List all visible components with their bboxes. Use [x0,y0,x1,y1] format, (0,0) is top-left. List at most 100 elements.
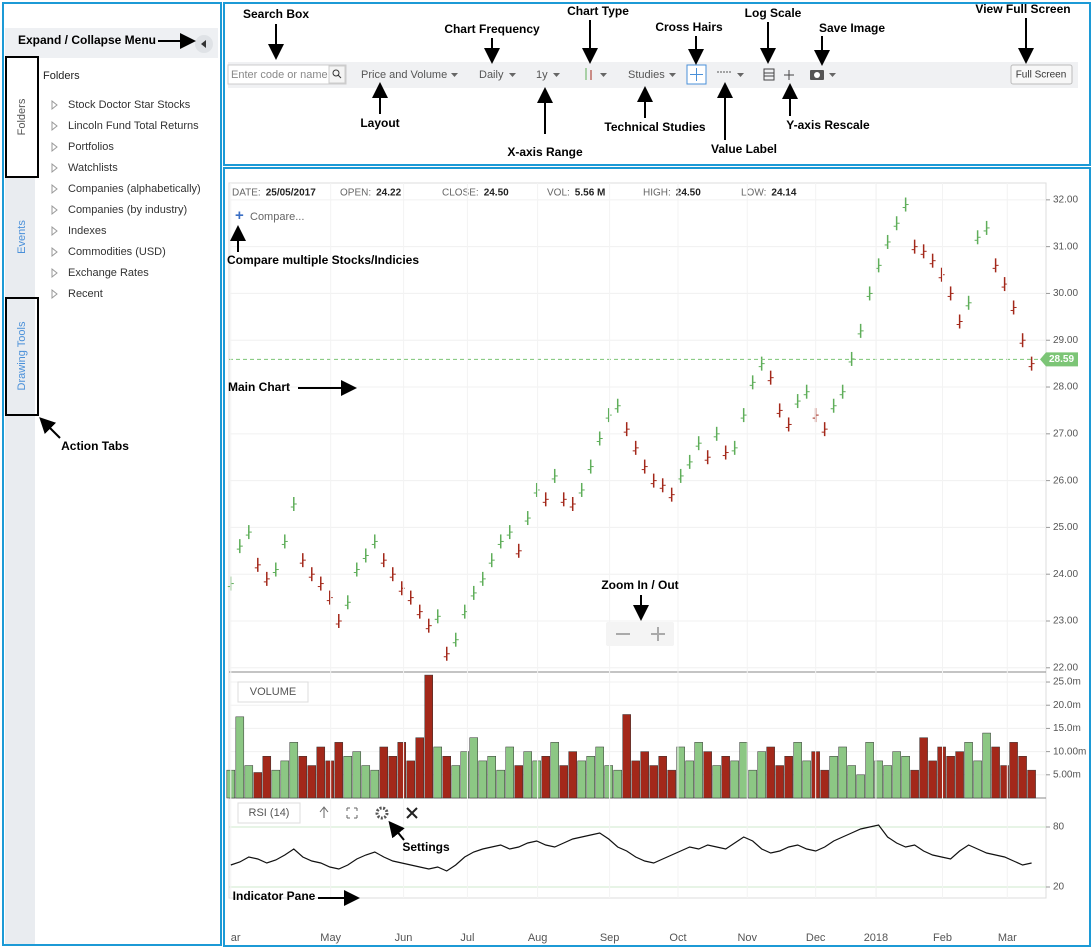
volume-bar [523,751,532,799]
volume-bar [271,769,281,799]
volume-bar [532,760,541,799]
folder-item[interactable]: Portfolios [68,141,114,153]
volume-bar [469,737,478,799]
volume-bar [667,769,676,799]
volume-bar [676,746,685,799]
chart-type-menu[interactable] [585,68,607,80]
x-tick-label: Dec [806,932,826,944]
folder-item[interactable]: Companies (alphabetically) [68,183,201,195]
folder-item[interactable]: Commodities (USD) [68,246,166,258]
volume-bar [685,760,694,799]
annotation: Chart Frequency [444,22,540,36]
y-tick-label: 31.00 [1053,241,1078,252]
search-box[interactable] [227,64,347,85]
volume-bar [1018,756,1027,799]
annotations: Search Box Layout Chart Frequency X-axis… [18,2,1071,906]
y-tick-label: 27.00 [1053,428,1078,439]
header-value: 24.50 [484,188,509,199]
volume-bar [613,769,622,799]
folder-item[interactable]: Stock Doctor Star Stocks [68,99,191,111]
search-placeholder: Enter code or name [231,69,328,81]
folder-item[interactable]: Exchange Rates [68,267,149,279]
volume-bar [559,765,568,799]
volume-bar [622,714,631,799]
volume-bar [406,760,416,799]
volume-bar [496,769,505,799]
annotation: Zoom In / Out [601,578,678,592]
x-tick-label: Oct [669,932,686,944]
folder-item[interactable]: Recent [68,288,103,300]
y-tick-label: 20 [1053,882,1065,893]
volume-bar [253,772,263,799]
volume-bar [604,765,613,799]
studies-menu[interactable]: Studies [628,69,665,81]
rescale-button[interactable] [784,70,794,80]
volume-bar [244,765,254,799]
tab-label[interactable]: Events [16,220,28,254]
volume-bar [829,756,838,799]
folder-item[interactable]: Lincoln Fund Total Returns [68,120,199,132]
volume-bar [694,742,703,799]
layout-menu[interactable]: Price and Volume [361,69,447,81]
annotation: X-axis Range [507,145,583,159]
volume-bar [946,756,955,799]
volume-bar [334,742,344,799]
y-tick-label: 23.00 [1053,616,1078,627]
volume-bar [514,765,523,799]
x-tick-label: ar [231,932,241,944]
annotation: Value Label [711,142,777,156]
volume-bar [577,760,586,799]
volume-label-box [237,681,309,703]
x-tick-label: Sep [600,932,620,944]
frequency-menu[interactable]: Daily [479,69,504,81]
volume-bar [595,746,604,799]
y-tick-label: 15.0m [1053,723,1081,734]
tab[interactable] [7,58,37,178]
compare-link[interactable]: Compare... [250,211,304,223]
volume-bar [838,746,847,799]
value-label-menu[interactable] [717,71,744,77]
y-tick-label: 26.00 [1053,475,1078,486]
volume-bar [235,716,245,799]
range-menu[interactable]: 1y [536,69,548,81]
save-image-menu[interactable] [810,70,836,80]
folder-expander [51,204,58,216]
folder-item[interactable]: Companies (by industry) [68,204,187,216]
header-value: 25/05/2017 [266,188,316,199]
folder-item[interactable]: Watchlists [68,162,118,174]
volume-bar [415,737,425,799]
volume-bar [874,760,883,799]
x-tick-label: Mar [998,932,1017,944]
annotation: Save Image [819,21,885,35]
volume-bar [280,760,290,799]
header-value: 24.14 [771,188,796,199]
header-value: 24.50 [676,188,701,199]
header-value: 24.22 [376,188,401,199]
volume-bar [757,751,766,799]
compare-icon[interactable]: + [235,207,244,224]
tab-label[interactable]: Folders [16,98,28,135]
annotation: Settings [402,840,450,854]
header-label: VOL: [547,188,570,199]
volume-bar [640,751,649,799]
log-scale-button[interactable] [763,68,775,81]
volume-bar [316,746,326,799]
volume-bar [964,742,973,799]
y-tick-label: 22.00 [1053,662,1078,673]
volume-bar [766,746,775,799]
volume-bar [712,765,721,799]
tab-label[interactable]: Drawing Tools [16,321,28,390]
volume-bar [919,737,928,799]
volume-bar [1009,742,1018,799]
full-screen-button[interactable] [1010,64,1073,85]
rsi-tools[interactable] [319,806,418,820]
annotation: View Full Screen [975,2,1070,16]
volume-bar [883,765,892,799]
volume-bar [379,746,389,799]
annotation: Main Chart [228,380,290,394]
folder-item[interactable]: Indexes [68,225,107,237]
volume-bar [649,765,658,799]
tab-column [5,58,35,944]
x-tick-label: 2018 [864,932,888,944]
